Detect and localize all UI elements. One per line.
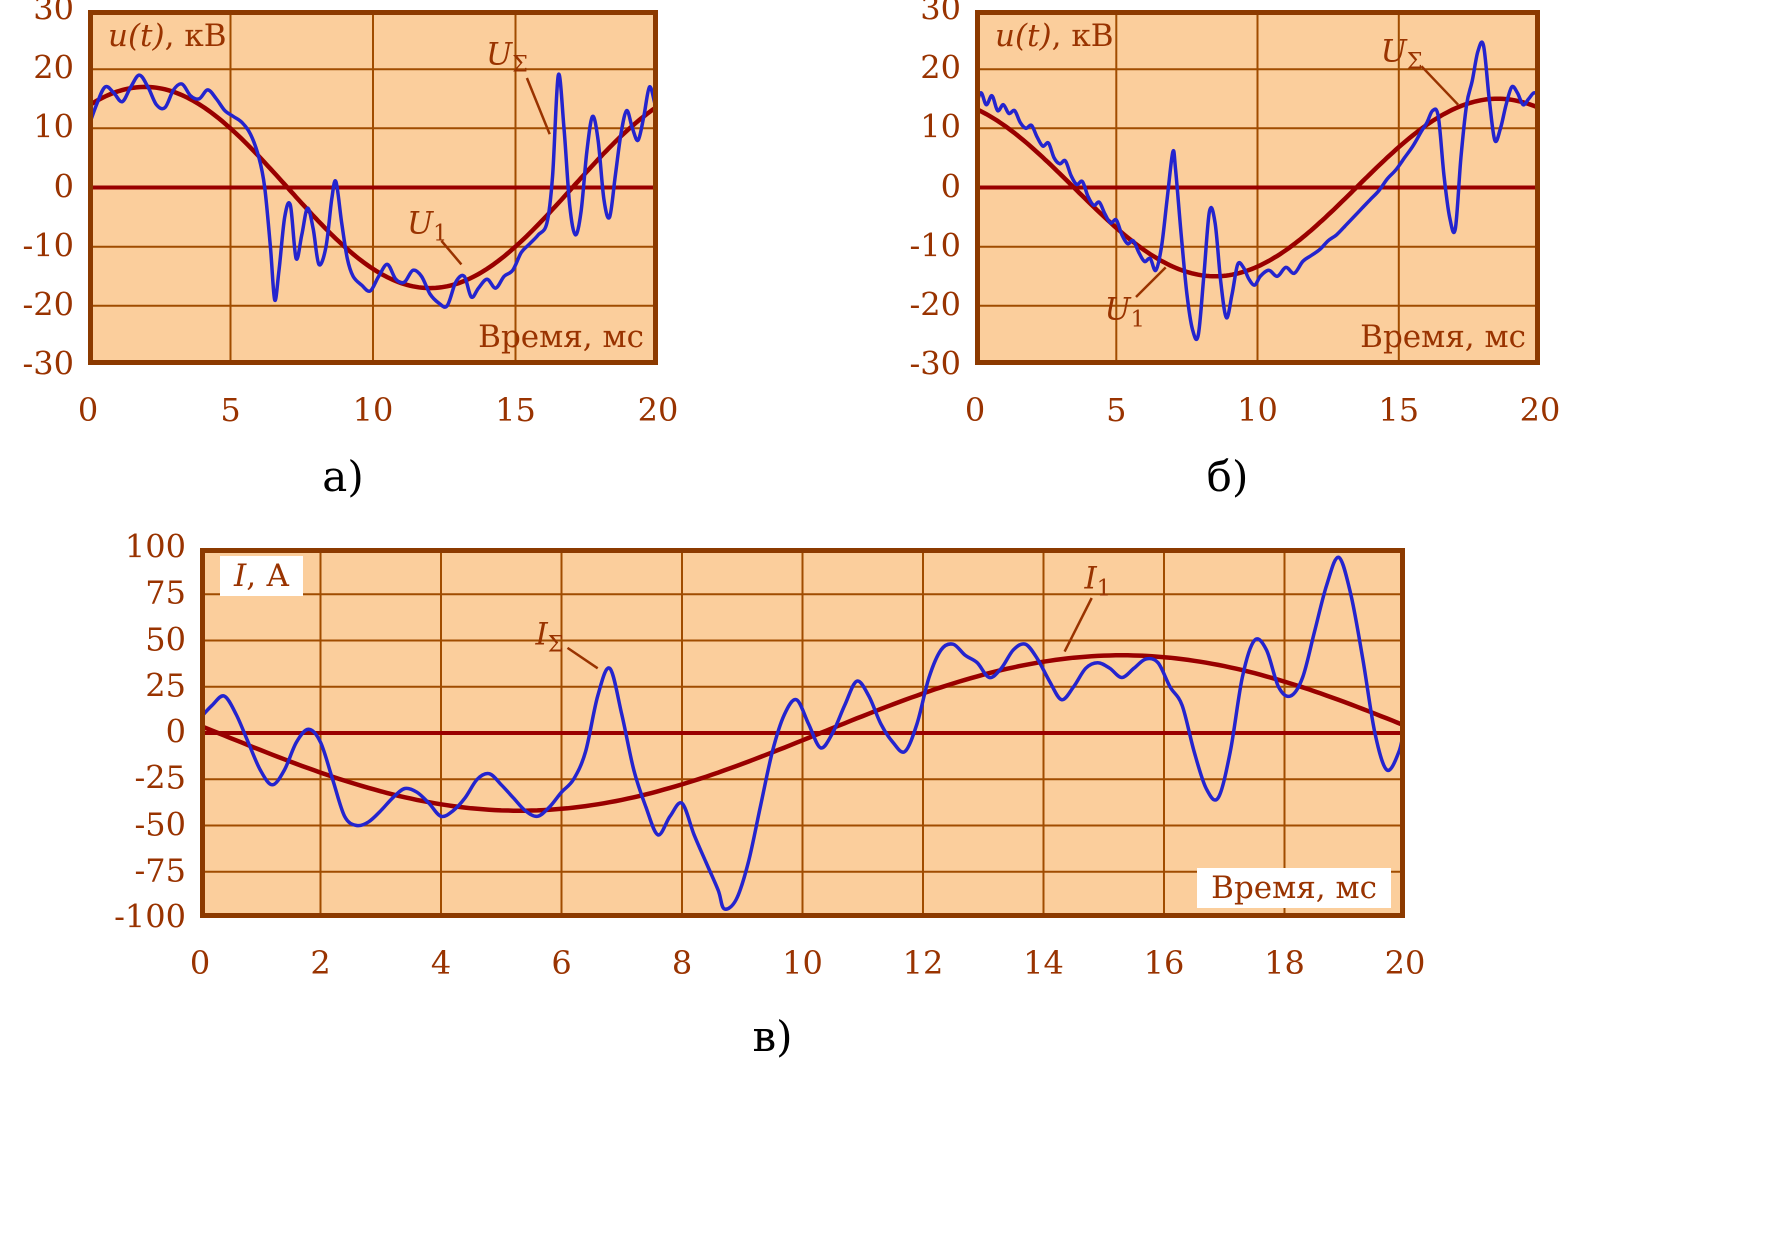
chart-b-y-axis-title: u(t), кВ bbox=[995, 18, 1114, 54]
y-tick-label: -20 bbox=[22, 285, 74, 324]
x-tick-label: 12 bbox=[902, 944, 944, 982]
y-tick-label: 0 bbox=[53, 166, 74, 205]
y-axis-variable: u(t) bbox=[995, 18, 1052, 54]
y-axis-variable: u(t) bbox=[108, 18, 165, 54]
chart-canvas bbox=[975, 10, 1540, 365]
caption-a: а) bbox=[322, 452, 364, 501]
x-tick-label: 2 bbox=[310, 944, 331, 982]
caption-b: б) bbox=[1206, 452, 1249, 501]
x-tick-label: 0 bbox=[189, 944, 211, 982]
chart-v-plot: I, А Время, мс IΣ I1 bbox=[200, 548, 1405, 918]
y-tick-label: 75 bbox=[145, 573, 186, 612]
x-tick-label: 16 bbox=[1143, 944, 1185, 982]
chart-b-x-axis-title: Время, мс bbox=[1360, 319, 1526, 355]
x-tick-label: 8 bbox=[671, 944, 693, 982]
x-tick-label: 5 bbox=[1106, 391, 1127, 429]
y-tick-label: -20 bbox=[909, 285, 961, 324]
caption-v: в) bbox=[752, 1012, 793, 1061]
x-tick-label: 10 bbox=[782, 944, 823, 982]
y-tick-label: 0 bbox=[940, 166, 961, 205]
x-tick-label: 0 bbox=[77, 391, 99, 429]
y-tick-label: 20 bbox=[920, 48, 961, 87]
chart-v-y-axis-title: I, А bbox=[220, 556, 304, 596]
annotation-label-I1: I1 bbox=[1084, 560, 1111, 602]
y-tick-label: -10 bbox=[909, 226, 961, 265]
x-tick-label: 10 bbox=[352, 391, 394, 429]
x-tick-label: 5 bbox=[220, 391, 241, 429]
y-axis-unit: , кВ bbox=[164, 18, 227, 54]
y-tick-label: 20 bbox=[33, 48, 74, 87]
x-tick-label: 10 bbox=[1237, 391, 1278, 429]
y-tick-label: -30 bbox=[909, 344, 961, 383]
chart-b-plot: u(t), кВ Время, мс UΣ U1 bbox=[975, 10, 1540, 365]
chart-a-y-axis-title: u(t), кВ bbox=[108, 18, 227, 54]
annotation-label-UΣ: UΣ bbox=[486, 36, 528, 78]
chart-canvas bbox=[88, 10, 658, 365]
y-axis-unit: , кВ bbox=[1051, 18, 1114, 54]
x-tick-label: 0 bbox=[964, 391, 986, 429]
x-tick-label: 15 bbox=[1378, 391, 1420, 429]
chart-a-plot: u(t), кВ Время, мс UΣ U1 bbox=[88, 10, 658, 365]
y-tick-label: 50 bbox=[145, 619, 186, 658]
y-tick-label: -100 bbox=[114, 897, 186, 936]
y-tick-label: 10 bbox=[33, 107, 74, 146]
x-tick-label: 15 bbox=[495, 391, 536, 429]
y-axis-variable: I bbox=[234, 558, 247, 594]
y-tick-label: 0 bbox=[165, 712, 186, 751]
y-tick-label: 30 bbox=[920, 0, 961, 28]
y-tick-label: 10 bbox=[920, 107, 961, 146]
y-tick-label: 30 bbox=[33, 0, 74, 28]
y-tick-label: -75 bbox=[134, 851, 186, 890]
x-tick-label: 6 bbox=[551, 944, 572, 982]
x-tick-label: 4 bbox=[430, 944, 452, 982]
annotation-label-U1: U1 bbox=[407, 205, 448, 247]
y-tick-label: -10 bbox=[22, 226, 74, 265]
annotation-label-IΣ: IΣ bbox=[535, 616, 564, 658]
y-tick-label: 25 bbox=[145, 666, 186, 705]
x-tick-label: 14 bbox=[1023, 944, 1064, 982]
x-tick-label: 20 bbox=[1519, 391, 1561, 429]
chart-a-x-axis-title: Время, мс bbox=[478, 319, 644, 355]
y-tick-label: 100 bbox=[124, 527, 186, 566]
annotation-label-U1: U1 bbox=[1104, 291, 1145, 333]
x-tick-label: 20 bbox=[1384, 944, 1426, 982]
y-axis-unit: , А bbox=[246, 558, 290, 594]
y-tick-label: -30 bbox=[22, 344, 74, 383]
annotation-label-UΣ: UΣ bbox=[1380, 33, 1423, 75]
y-tick-label: -50 bbox=[134, 804, 186, 843]
y-tick-label: -25 bbox=[134, 758, 186, 797]
x-tick-label: 18 bbox=[1264, 944, 1305, 982]
x-tick-label: 20 bbox=[637, 391, 679, 429]
chart-v-x-axis-title: Время, мс bbox=[1197, 868, 1391, 908]
chart-canvas bbox=[200, 548, 1405, 918]
